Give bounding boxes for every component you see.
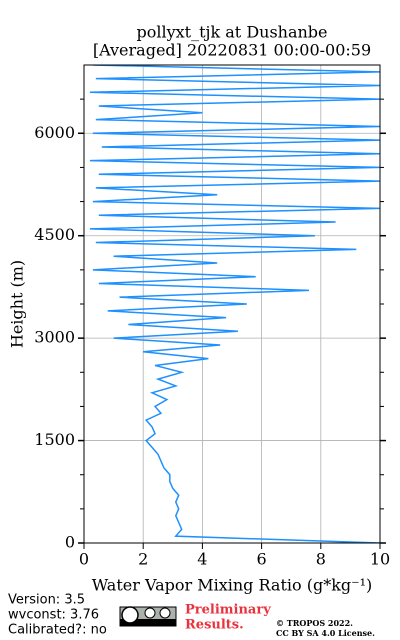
x-tick-label: 10 <box>370 550 390 569</box>
x-tick-label: 6 <box>257 550 267 569</box>
plot-frame <box>83 64 381 544</box>
chart-subtitle: [Averaged] 20220831 00:00-00:59 <box>93 41 371 60</box>
y-tick-label: 0 <box>65 533 75 552</box>
y-axis-label: Height (m) <box>8 260 27 348</box>
y-tick-label: 3000 <box>34 328 75 347</box>
version: Version: 3.5 <box>8 593 85 608</box>
profile-line <box>89 65 380 543</box>
x-tick-label: 4 <box>197 550 207 569</box>
x-tick-label: 0 <box>79 550 89 569</box>
x-tick-label: 8 <box>316 550 326 569</box>
x-tick-label: 2 <box>138 550 148 569</box>
x-axis-label: Water Vapor Mixing Ratio (g*kg⁻¹) <box>92 576 372 595</box>
chart-title: pollyxt_tjk at Dushanbe <box>136 23 327 42</box>
preliminary: Results. <box>185 618 244 633</box>
y-tick-label: 4500 <box>34 225 75 244</box>
copyright: © TROPOS 2022. <box>276 618 353 628</box>
cc-icon <box>119 606 177 627</box>
y-tick-label: 1500 <box>34 430 75 449</box>
calibrated: Calibrated?: no <box>8 623 107 638</box>
preliminary: Preliminary <box>185 603 271 618</box>
license: CC BY SA 4.0 License. <box>276 628 375 638</box>
wvconst: wvconst: 3.76 <box>8 608 99 623</box>
y-tick-label: 6000 <box>34 123 75 142</box>
